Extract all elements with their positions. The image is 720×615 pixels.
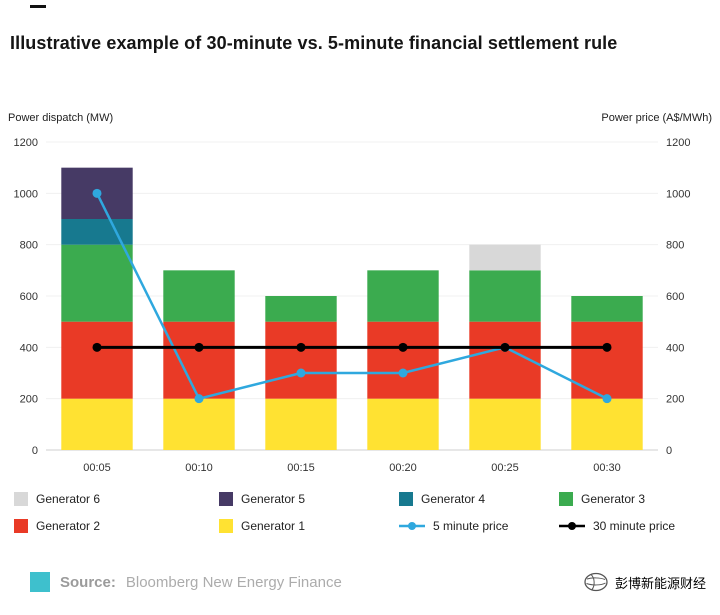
bar-segment <box>469 270 541 322</box>
legend-swatch-icon <box>219 492 233 506</box>
price-marker <box>92 188 102 198</box>
price-marker <box>194 394 204 404</box>
source-label: Source: <box>60 573 116 591</box>
legend-item: Generator 3 <box>559 492 706 506</box>
legend-item: Generator 2 <box>14 519 219 533</box>
legend-line-icon <box>399 522 425 530</box>
legend-swatch-icon <box>14 519 28 533</box>
footer: Source: Bloomberg New Energy Finance 彭博新… <box>0 560 720 604</box>
legend-swatch-icon <box>219 519 233 533</box>
source-block: Source: Bloomberg New Energy Finance <box>30 572 342 592</box>
price-marker <box>296 368 306 378</box>
wechat-block: 彭博新能源财经 <box>583 571 706 593</box>
legend-item: Generator 5 <box>219 492 399 506</box>
price-marker <box>194 342 204 352</box>
legend-swatch-icon <box>399 492 413 506</box>
legend-label: Generator 1 <box>241 519 306 533</box>
brand-square-icon <box>30 572 50 592</box>
legend-label: Generator 4 <box>421 492 486 506</box>
y-axis-tick-left: 600 <box>20 291 38 303</box>
y-axis-tick-right: 400 <box>666 342 684 354</box>
bar-segment <box>367 321 439 399</box>
y-axis-tick-right: 0 <box>666 445 672 457</box>
legend-label: Generator 2 <box>36 519 101 533</box>
price-marker <box>92 342 102 352</box>
legend-item: Generator 4 <box>399 492 559 506</box>
bar-segment <box>163 270 235 322</box>
y-axis-tick-left: 0 <box>32 445 38 457</box>
legend-swatch-icon <box>559 492 573 506</box>
x-axis-tick: 00:15 <box>287 462 315 474</box>
legend-swatch-icon <box>14 492 28 506</box>
bar-segment <box>469 244 541 271</box>
price-marker <box>296 342 306 352</box>
legend-item: 30 minute price <box>559 519 706 533</box>
legend-item: Generator 6 <box>14 492 219 506</box>
bar-segment <box>163 321 235 399</box>
y-axis-tick-right: 600 <box>666 291 684 303</box>
x-axis-tick: 00:20 <box>389 462 417 474</box>
price-marker <box>398 368 408 378</box>
axis-labels-row: Power dispatch (MW) Power price (A$/MWh) <box>8 112 712 124</box>
bar-segment <box>163 398 235 450</box>
y-axis-tick-right: 1200 <box>666 137 690 149</box>
stacked-bar-line-chart: 0 0 200 200 400 400 600 600 800 800 1000 1000 1200 12… <box>14 137 691 474</box>
page-title: Illustrative example of 30-minute vs. 5-… <box>10 33 618 53</box>
legend-line-icon <box>559 522 585 530</box>
chart-area: 0 0 200 200 400 400 600 600 800 800 1000 1000 1200 12… <box>0 128 720 480</box>
y-axis-tick-left: 800 <box>20 240 38 252</box>
bar-segment <box>571 296 643 322</box>
y-axis-tick-left: 1200 <box>14 137 38 149</box>
bar-segment <box>61 398 133 450</box>
source-text: Bloomberg New Energy Finance <box>125 573 342 591</box>
bar-segment <box>61 321 133 399</box>
y-axis-tick-right: 200 <box>666 394 684 406</box>
y-axis-tick-right: 800 <box>666 240 684 252</box>
wechat-account-name: 彭博新能源财经 <box>614 575 706 591</box>
bar-segment <box>367 398 439 450</box>
left-axis-label: Power dispatch (MW) <box>8 112 114 124</box>
chart-legend: Generator 6 Generator 5 Generator 4 Generat… <box>14 492 706 533</box>
bar-segment <box>367 270 439 322</box>
wechat-logo-icon <box>584 572 608 592</box>
price-marker <box>602 342 612 352</box>
bar-segment <box>571 398 643 450</box>
x-axis-tick: 00:25 <box>491 462 519 474</box>
price-marker <box>500 342 510 352</box>
top-left-mark <box>30 5 46 8</box>
y-axis-tick-right: 1000 <box>666 188 690 200</box>
legend-label: Generator 6 <box>36 492 101 506</box>
right-axis-label: Power price (A$/MWh) <box>601 112 712 124</box>
legend-label: 30 minute price <box>593 519 676 533</box>
y-axis-tick-left: 200 <box>20 394 38 406</box>
bar-segment <box>265 296 337 322</box>
y-axis-tick-left: 1000 <box>14 188 38 200</box>
legend-item: Generator 1 <box>219 519 399 533</box>
legend-label: Generator 5 <box>241 492 306 506</box>
bar-segment <box>469 398 541 450</box>
legend-label: 5 minute price <box>433 519 509 533</box>
x-axis-tick: 00:30 <box>593 462 621 474</box>
y-axis-tick-left: 400 <box>20 342 38 354</box>
price-marker <box>602 394 612 404</box>
price-line <box>95 192 608 401</box>
x-axis-tick: 00:05 <box>83 462 111 474</box>
legend-label: Generator 3 <box>581 492 646 506</box>
legend-item: 5 minute price <box>399 519 559 533</box>
bar-segment <box>265 398 337 450</box>
price-marker <box>398 342 408 352</box>
x-axis-tick: 00:10 <box>185 462 213 474</box>
bar-segment <box>61 219 133 245</box>
bar-segment <box>265 321 337 399</box>
bar-segment <box>61 244 133 322</box>
